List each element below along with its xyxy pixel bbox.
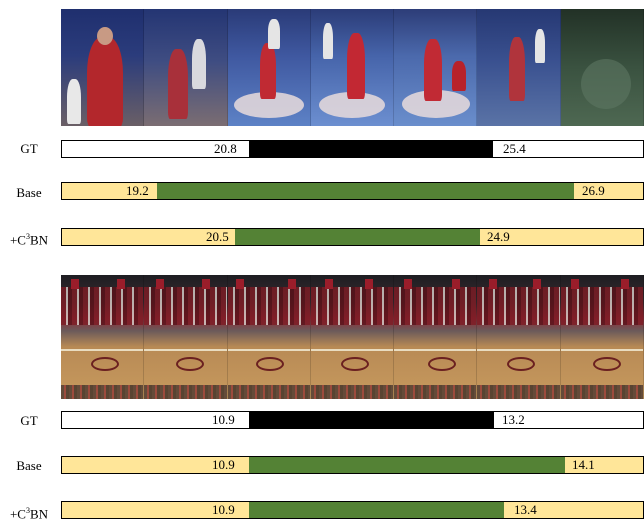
row-label-base-1: Base <box>16 185 42 200</box>
gt-end-value: 13.2 <box>502 412 525 427</box>
video-frame <box>394 275 478 399</box>
base-start-value: 10.9 <box>212 457 235 472</box>
gt-end-value: 25.4 <box>503 141 526 156</box>
video-frame <box>61 275 145 399</box>
timeline-bar-base-1: 19.2 26.9 <box>61 182 644 200</box>
row-label-c3bn-1: +C3BN <box>9 232 49 248</box>
video-frame <box>144 9 228 126</box>
timeline-bar-c3bn-1: 20.5 24.9 <box>61 228 644 246</box>
row-label-c3bn-2: +C3BN <box>9 506 49 522</box>
c3bn-end-value: 13.4 <box>514 502 537 517</box>
gt-segment <box>249 141 493 157</box>
row-label-base-2: Base <box>16 458 42 473</box>
c3bn-start-value: 20.5 <box>206 229 229 244</box>
base-start-value: 19.2 <box>126 183 149 198</box>
timeline-bar-c3bn-2: 10.9 13.4 <box>61 501 644 519</box>
base-segment <box>157 183 574 199</box>
video-frame <box>477 275 561 399</box>
base-end-value: 14.1 <box>572 457 595 472</box>
timeline-bar-gt-2: 10.9 13.2 <box>61 411 644 429</box>
video-frame <box>310 9 395 126</box>
video-frames-strip-2 <box>61 275 644 399</box>
video-frame <box>227 275 311 399</box>
video-frame <box>61 9 145 126</box>
video-frames-strip-1 <box>61 9 644 126</box>
video-frame <box>394 9 478 126</box>
video-frame <box>310 275 395 399</box>
base-segment <box>249 457 565 473</box>
c3bn-start-value: 10.9 <box>212 502 235 517</box>
row-label-gt-2: GT <box>20 413 38 428</box>
base-end-value: 26.9 <box>582 183 605 198</box>
timeline-bar-base-2: 10.9 14.1 <box>61 456 644 474</box>
c3bn-segment <box>235 229 480 245</box>
video-frame <box>477 9 561 126</box>
gt-segment <box>249 412 494 428</box>
video-frame <box>144 275 228 399</box>
row-label-gt-1: GT <box>20 141 38 156</box>
video-frame <box>227 9 311 126</box>
video-frame <box>560 9 644 126</box>
timeline-bar-gt-1: 20.8 25.4 <box>61 140 644 158</box>
video-frame <box>560 275 644 399</box>
gt-start-value: 10.9 <box>212 412 235 427</box>
c3bn-segment <box>249 502 504 518</box>
c3bn-end-value: 24.9 <box>487 229 510 244</box>
gt-start-value: 20.8 <box>214 141 237 156</box>
